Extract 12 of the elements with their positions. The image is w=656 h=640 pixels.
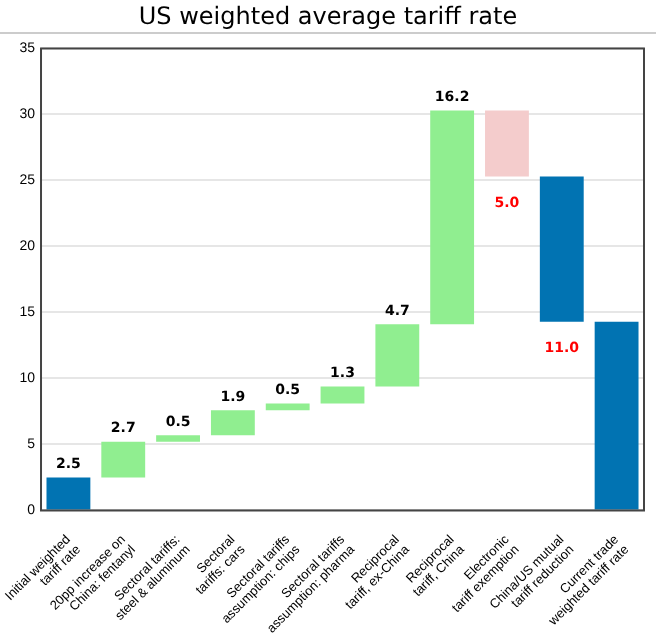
bar — [46, 477, 91, 510]
bar — [320, 386, 365, 404]
bar — [265, 403, 310, 411]
bar — [485, 110, 529, 177]
bar — [594, 321, 639, 510]
bar — [210, 410, 255, 436]
bar — [375, 324, 420, 387]
bar — [101, 441, 146, 478]
bar — [430, 110, 475, 325]
bar — [156, 435, 200, 442]
bar — [539, 176, 584, 322]
chart-title: US weighted average tariff rate — [0, 0, 656, 34]
